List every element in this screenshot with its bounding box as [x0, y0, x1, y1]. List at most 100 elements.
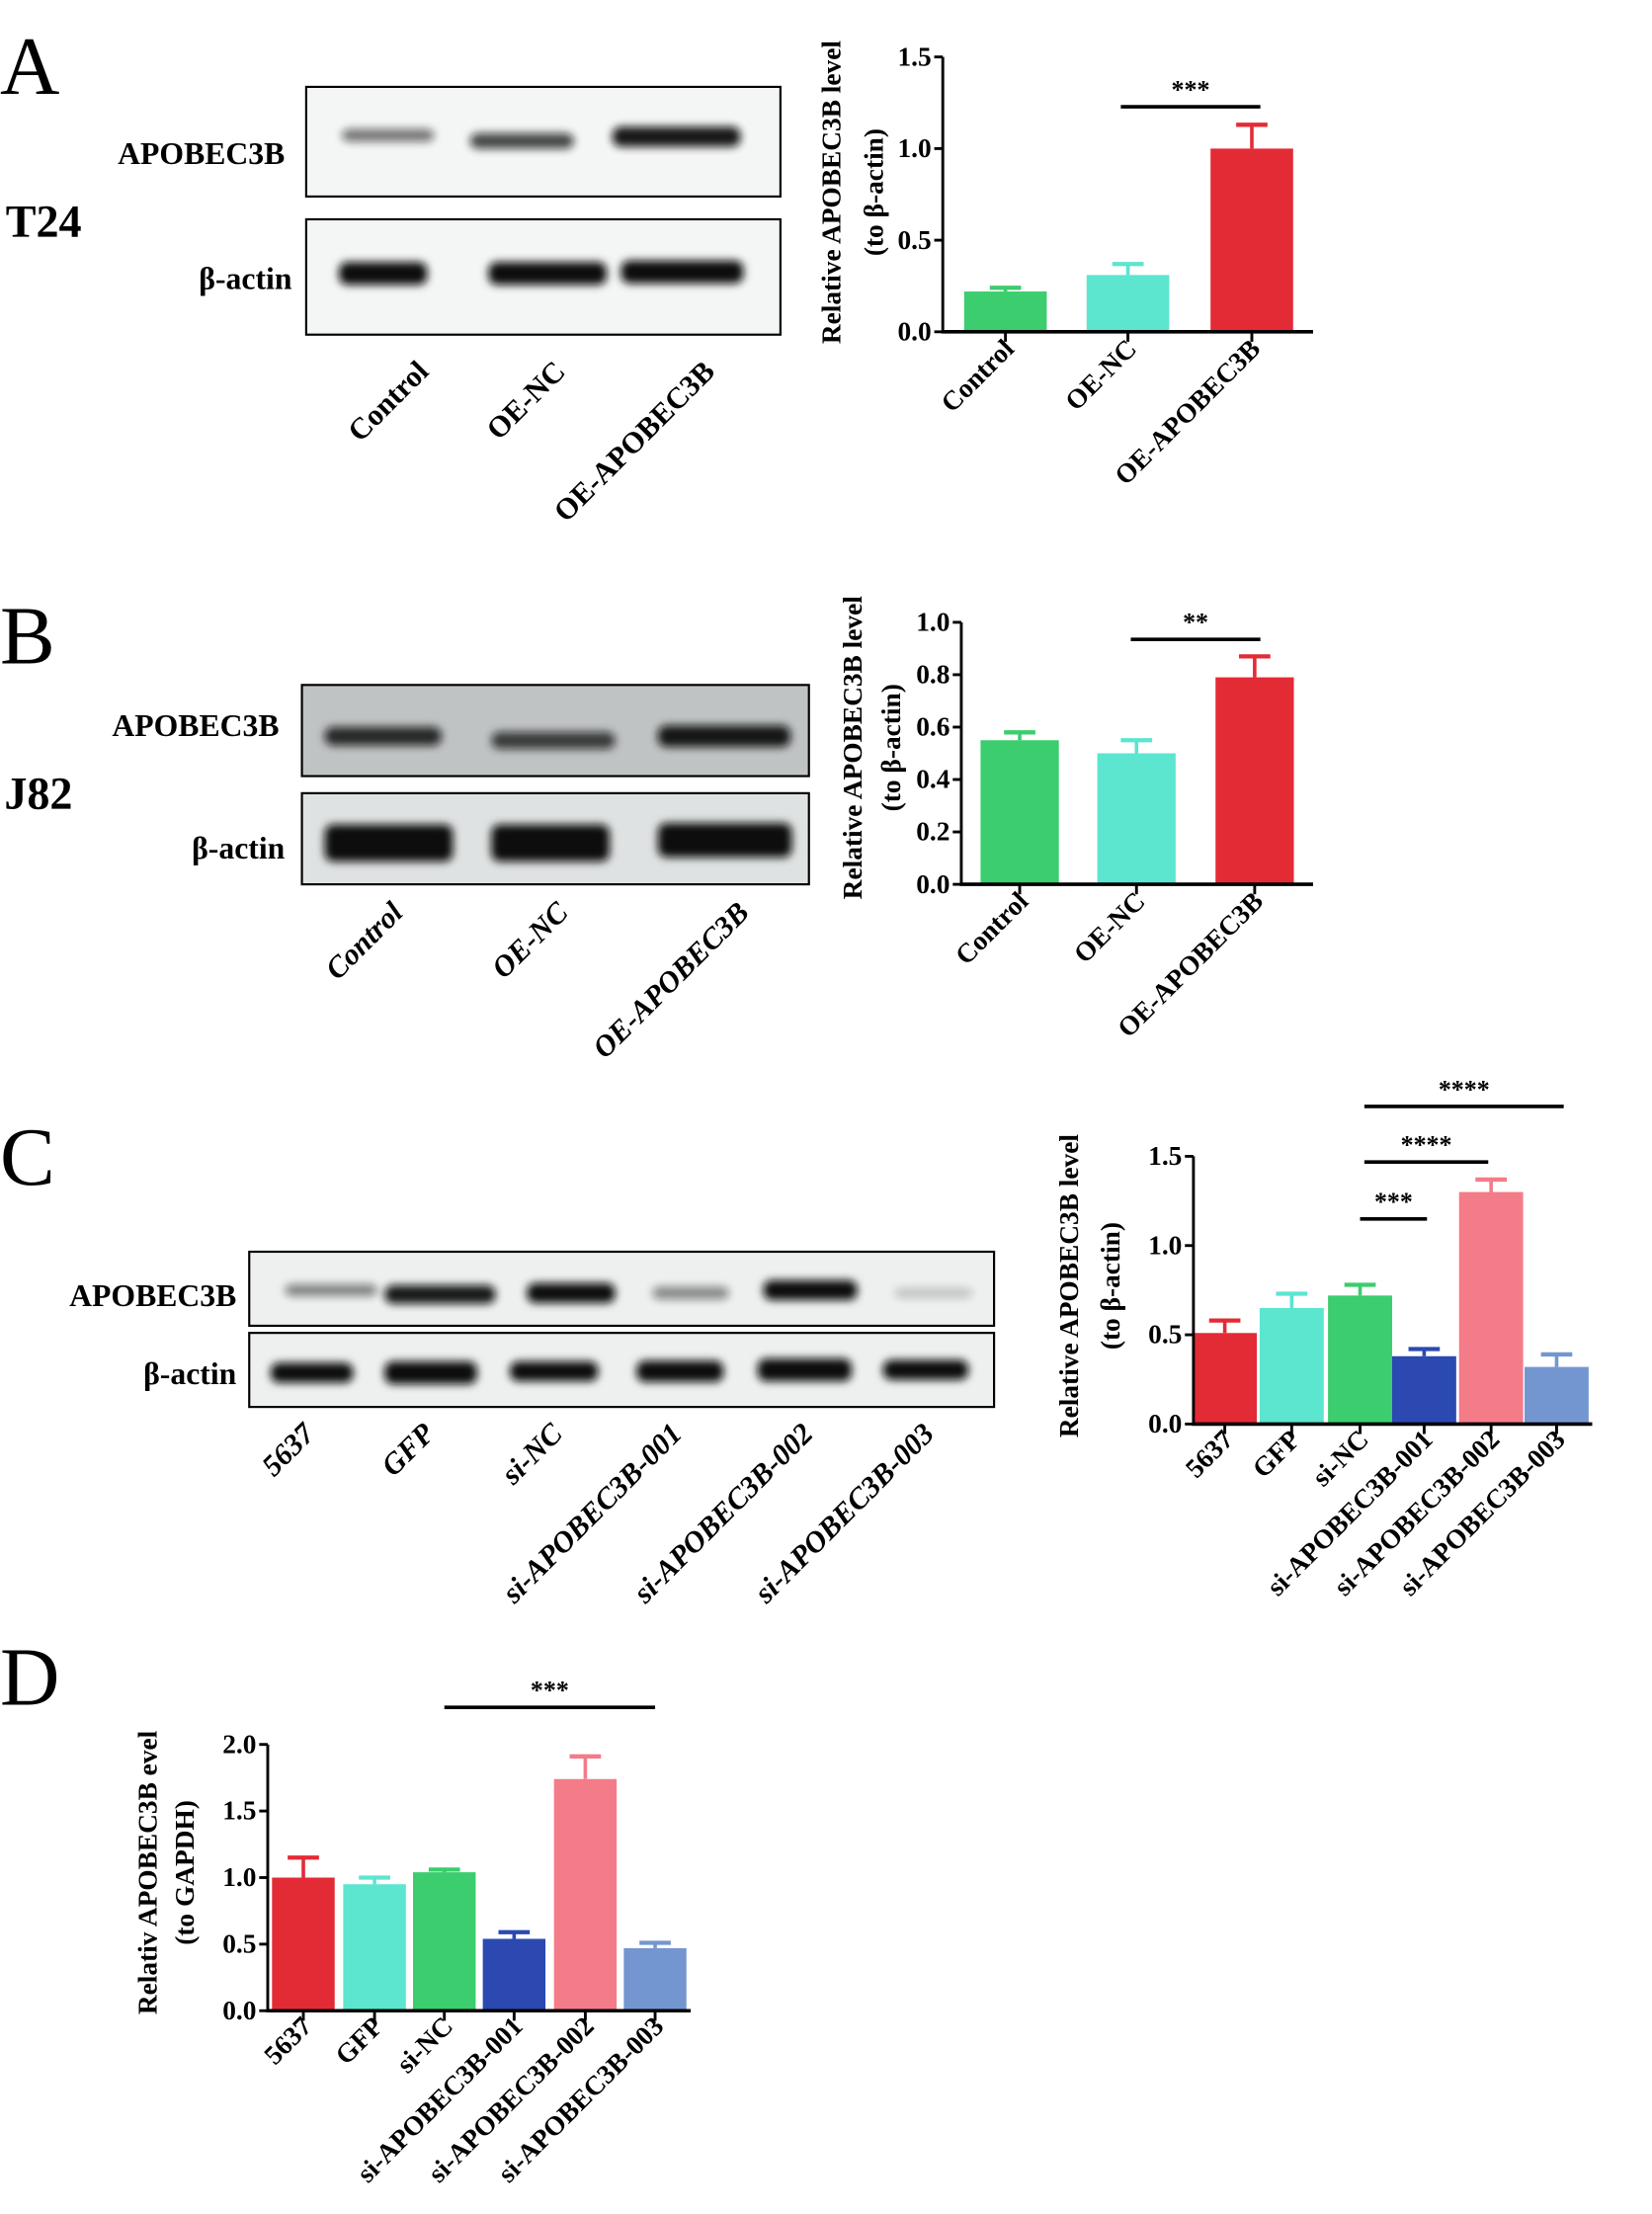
y-axis-label: (to β-actin)	[876, 684, 906, 811]
y-tick-label: 2.0	[222, 1729, 256, 1759]
bar	[1525, 1366, 1589, 1425]
y-tick-label: 0.6	[916, 712, 950, 742]
lane-label: 5637	[255, 1416, 322, 1483]
protein-band	[636, 1360, 724, 1382]
panel-label-d: D	[0, 1632, 59, 1723]
protein-label-apobec3b: APOBEC3B	[69, 1278, 236, 1313]
protein-band	[612, 126, 741, 147]
category-label: OE-NC	[1059, 334, 1142, 417]
y-axis-label: (to GAPDH)	[170, 1800, 200, 1945]
y-tick-label: 1.5	[222, 1796, 256, 1826]
bar	[1097, 753, 1176, 885]
protein-band	[324, 726, 442, 746]
protein-band	[620, 260, 744, 284]
bar	[1193, 1333, 1258, 1425]
bar	[1458, 1191, 1524, 1425]
significance-stars: ***	[1374, 1188, 1413, 1216]
category-label: 5637	[258, 2010, 317, 2070]
y-tick-label: 1.0	[222, 1862, 256, 1892]
y-axis-label: Relative APOBEC3B level	[838, 596, 867, 900]
protein-label-beta-actin: β-actin	[199, 262, 292, 296]
significance-stars: **	[1183, 609, 1208, 637]
lane-label: Control	[318, 895, 409, 986]
bar	[1086, 275, 1170, 332]
y-tick-label: 0.0	[897, 316, 931, 346]
bar	[1210, 148, 1293, 332]
protein-label-beta-actin: β-actin	[143, 1356, 237, 1391]
bar	[343, 1884, 406, 2011]
bar	[623, 1947, 687, 2011]
y-tick-label: 1.0	[1148, 1230, 1182, 1260]
bar-chart-d: 5637 GFP si-NCsi-APOBEC3B-001si-APOBEC3B-0…	[133, 1677, 692, 2188]
western-blot-a	[304, 85, 782, 336]
y-tick-label: 0.8	[916, 660, 950, 690]
protein-band	[270, 1362, 354, 1383]
protein-band	[324, 824, 454, 862]
protein-band	[491, 824, 610, 862]
y-axis-label: Relativ APOBEC3B evel	[133, 1730, 163, 2014]
protein-band	[527, 1282, 616, 1303]
protein-band	[488, 262, 608, 286]
protein-band	[510, 1360, 599, 1382]
y-axis-label: Relative APOBEC3B level	[816, 41, 846, 345]
protein-band	[763, 1279, 858, 1300]
lane-label: OE-NC	[480, 355, 572, 447]
y-axis-label: Relative APOBEC3B level	[1054, 1134, 1084, 1438]
bar	[1328, 1295, 1392, 1425]
y-tick-label: 0.5	[897, 225, 931, 255]
protein-band	[882, 1359, 969, 1380]
significance-stars: ****	[1401, 1131, 1452, 1160]
lane-label: OE-APOBEC3B	[586, 895, 755, 1064]
protein-band	[652, 1286, 729, 1300]
bar-chart-c: 5637 GFP si-NCsi-APOBEC3B-001si-APOBEC3B-0…	[1054, 1075, 1593, 1601]
western-blot-c	[248, 1250, 996, 1409]
cell-line-label-j82: J82	[4, 769, 72, 819]
protein-band	[339, 262, 428, 286]
y-tick-label: 1.5	[1148, 1141, 1182, 1171]
cell-line-label-t24: T24	[6, 196, 82, 246]
y-axis-label: (to β-actin)	[1096, 1222, 1125, 1350]
category-label: GFP	[1247, 1425, 1306, 1484]
bar	[1215, 677, 1294, 885]
bar-charts: Control OE-NCOE-APOBEC3B0.00.51.01.5Relat…	[133, 41, 1593, 2188]
protein-band	[894, 1287, 973, 1298]
bar	[413, 1872, 476, 2011]
y-tick-label: 1.5	[897, 41, 931, 71]
protein-band	[285, 1284, 377, 1296]
western-blot-b	[300, 684, 810, 886]
category-label: Control	[950, 886, 1034, 971]
y-tick-label: 1.0	[916, 608, 950, 637]
category-label: 5637	[1180, 1425, 1239, 1484]
lane-label: OE-NC	[485, 895, 575, 985]
lane-label: Control	[341, 355, 435, 449]
category-label: GFP	[329, 2011, 388, 2071]
significance-stars: ***	[531, 1677, 569, 1705]
y-tick-label: 0.0	[916, 869, 950, 899]
y-tick-label: 1.0	[897, 133, 931, 163]
lane-label: OE-APOBEC3B	[547, 355, 721, 529]
bar	[482, 1938, 546, 2011]
bar	[272, 1877, 335, 2011]
bar	[963, 291, 1047, 332]
panel-label-b: B	[0, 592, 55, 683]
protein-label-apobec3b: APOBEC3B	[112, 708, 279, 743]
bar	[1391, 1355, 1456, 1425]
protein-band	[341, 128, 435, 142]
y-tick-label: 0.2	[916, 817, 950, 847]
y-tick-label: 0.5	[222, 1929, 256, 1959]
lane-label: GFP	[374, 1416, 441, 1482]
protein-band	[491, 731, 616, 750]
protein-band	[657, 725, 790, 748]
lane-label: si-NC	[494, 1416, 569, 1491]
protein-band	[384, 1360, 477, 1385]
protein-label-apobec3b: APOBEC3B	[118, 136, 285, 171]
protein-band	[384, 1284, 496, 1304]
protein-band	[657, 823, 792, 858]
y-tick-label: 0.0	[1148, 1409, 1182, 1438]
bar	[553, 1778, 618, 2011]
panel-label-a: A	[0, 22, 59, 113]
protein-band	[757, 1358, 852, 1382]
bar-chart-a: Control OE-NCOE-APOBEC3B0.00.51.01.5Relat…	[816, 41, 1313, 490]
category-label: OE-NC	[1068, 886, 1151, 969]
